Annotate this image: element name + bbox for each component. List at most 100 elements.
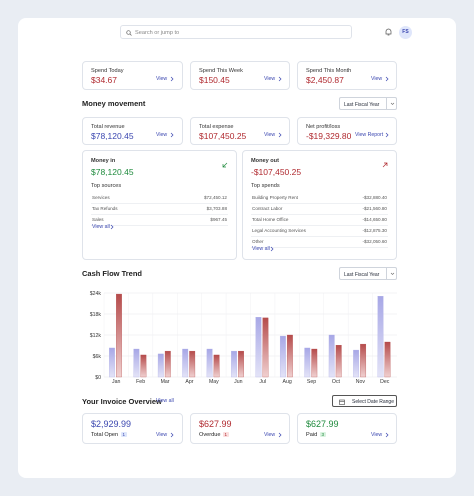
row-label: Building Property Rent: [252, 195, 298, 200]
y-tick-label: $0: [95, 375, 101, 381]
view-link[interactable]: View: [156, 132, 168, 138]
dropdown-arrow: [386, 98, 398, 109]
metric-card: Total expense $107,450.25 View: [190, 117, 290, 145]
view-all-link[interactable]: View all: [92, 224, 110, 230]
invoice-card: $627.99 Overdue 1 View: [190, 413, 290, 444]
calendar-icon: [339, 399, 345, 405]
x-tick-label: Dec: [380, 379, 390, 385]
card-label: Spend This Month: [306, 68, 352, 74]
x-tick-label: Apr: [185, 379, 193, 385]
row-label: Tax Refunds: [92, 206, 118, 211]
chevron-icon: [385, 132, 389, 137]
bar: [377, 295, 384, 378]
metric-card: Net profit/loss -$19,329.80 View Report: [297, 117, 397, 145]
view-all-link[interactable]: View all: [252, 246, 270, 252]
view-link[interactable]: View Report: [355, 132, 384, 138]
view-link[interactable]: View: [264, 76, 276, 82]
invoice-label: Total Open: [91, 432, 119, 438]
bar: [335, 344, 342, 378]
section-title: Money movement: [82, 99, 146, 108]
bar: [140, 354, 147, 378]
invoice-count: 3: [320, 432, 326, 437]
avatar[interactable]: FS: [399, 26, 412, 39]
row-divider: [251, 247, 388, 248]
chevron-icon: [170, 76, 174, 81]
row-label: Total Home Office: [252, 217, 289, 222]
chevron-icon: [270, 246, 274, 251]
x-tick-label: Jul: [259, 379, 266, 385]
card-title: Money in: [91, 158, 116, 164]
summary-card: Spend This Week $150.45 View: [190, 61, 290, 90]
x-tick-label: May: [209, 379, 219, 385]
bar: [279, 335, 286, 378]
x-tick-label: Feb: [136, 379, 145, 385]
view-link[interactable]: View: [264, 132, 276, 138]
x-tick-label: Nov: [356, 379, 366, 385]
period-label: Last Fiscal Year: [344, 101, 380, 108]
period-label: Last Fiscal Year: [344, 271, 380, 278]
y-tick-label: $12k: [90, 333, 102, 339]
row-label: Other: [252, 239, 264, 244]
money-in-card: Money in $78,120.45 Top sources Services…: [82, 150, 237, 260]
period-dropdown[interactable]: Last Fiscal Year: [339, 97, 397, 110]
chevron-icon: [385, 76, 389, 81]
list-title: Top spends: [251, 183, 280, 189]
bar: [109, 347, 115, 378]
chevron-icon: [110, 224, 114, 229]
arrow-icon: [222, 162, 228, 168]
search-icon: [126, 30, 132, 36]
card-value: $2,450.87: [306, 75, 344, 85]
section-title: Your Invoice Overview: [82, 397, 162, 406]
invoice-label: Paid: [306, 432, 318, 438]
bar: [255, 316, 262, 378]
chevron-icon: [385, 432, 389, 437]
invoice-card: $627.99 Paid 3 View: [297, 413, 397, 444]
row-divider: [251, 225, 388, 226]
period-dropdown[interactable]: Last Fiscal Year: [339, 267, 397, 280]
view-link[interactable]: View: [156, 76, 168, 82]
x-tick-label: Jun: [234, 379, 242, 385]
bar: [304, 347, 311, 378]
invoice-value: $2,929.99: [91, 419, 132, 429]
view-all-link[interactable]: View all: [156, 398, 174, 404]
summary-card: Spend Today $34.67 View: [82, 61, 183, 90]
bar: [164, 350, 171, 378]
view-link[interactable]: View: [371, 432, 383, 438]
view-link[interactable]: View: [371, 76, 383, 82]
card-label: Spend This Week: [199, 68, 243, 74]
bar: [213, 354, 220, 378]
bar: [384, 341, 391, 378]
invoice-count: 1: [121, 432, 127, 437]
row-divider: [91, 203, 228, 204]
row-value: -$14,650.80: [362, 217, 387, 222]
y-tick-label: $18k: [90, 312, 102, 318]
date-range-button[interactable]: Select Date Range: [332, 395, 397, 407]
row-label: Contract Labor: [252, 206, 283, 211]
bar: [206, 348, 213, 378]
bar: [133, 348, 140, 378]
row-divider: [251, 214, 388, 215]
invoice-card: $2,929.99 Total Open 1 View: [82, 413, 183, 444]
row-label: Sales: [92, 217, 104, 222]
bar: [262, 317, 269, 378]
bar: [353, 349, 360, 378]
row-value: -$12,875.30: [362, 228, 387, 233]
y-tick-label: $6k: [93, 354, 102, 360]
row-value: $72,450.12: [204, 195, 227, 200]
row-value: -$21,560.80: [362, 206, 387, 211]
money-out-card: Money out -$107,450.25 Top spends Buildi…: [242, 150, 397, 260]
card-total: -$107,450.25: [251, 167, 302, 177]
invoice-count: 1: [223, 432, 229, 437]
bar: [238, 350, 244, 378]
bell-icon[interactable]: [384, 27, 393, 37]
card-value: $107,450.25: [199, 131, 247, 141]
view-link[interactable]: View: [156, 432, 168, 438]
search-bar[interactable]: Search or jump to: [120, 25, 352, 39]
bar: [116, 293, 122, 378]
row-label: Legal Accounting Services: [252, 228, 306, 233]
view-link[interactable]: View: [264, 432, 276, 438]
invoice-value: $627.99: [306, 419, 339, 429]
x-tick-label: Jan: [112, 379, 120, 385]
